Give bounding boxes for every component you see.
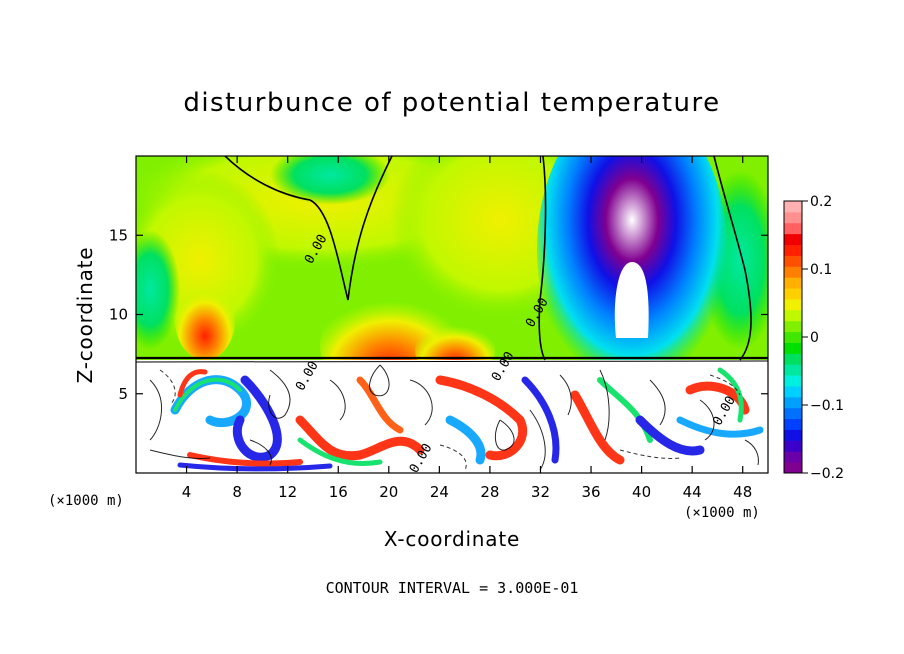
colorbar-swatch [784,331,802,343]
contour-interval-note: CONTOUR INTERVAL = 3.000E-01 [326,579,579,597]
colorbar-tick-label: 0.1 [810,262,832,278]
colorbar-swatch [784,244,802,256]
y-axis-title: Z-coordinate [73,247,97,384]
y-axis-ticks: 5 10 15 [109,226,768,403]
x-tick-label: 32 [531,483,550,501]
colorbar-swatch [784,342,802,354]
y-tick-label: 5 [118,385,128,403]
x-tick-label: 12 [278,483,297,501]
x-tick-label: 40 [632,483,651,501]
colorbar-tick-label: −0.2 [810,466,844,482]
colorbar-swatch [784,353,802,365]
x-tick-label: 28 [480,483,499,501]
x-tick-label: 8 [232,483,242,501]
colorbar-swatch [784,440,802,452]
y-tick-label: 10 [109,306,128,324]
x-axis-ticks: 4 8 12 16 20 24 28 32 36 40 44 48 [182,156,752,501]
colorbar [784,201,802,474]
colorbar-tick-label: −0.1 [810,398,844,414]
colorbar-swatch [784,266,802,278]
colorbar-ticks: 0.2 0.1 0 −0.1 −0.2 [802,194,844,482]
colorbar-swatch [784,418,802,430]
colorbar-swatch [784,320,802,333]
x-tick-label: 48 [733,483,752,501]
colorbar-swatch [784,385,802,398]
x-tick-label: 4 [182,483,192,501]
colorbar-swatch [784,298,802,311]
colorbar-tick-label: 0.2 [810,194,832,210]
x-tick-label: 16 [329,483,348,501]
colorbar-swatch [784,451,802,463]
colorbar-swatch [784,211,802,224]
colorbar-swatch [784,407,802,420]
colorbar-swatch [784,233,802,246]
chart-title: disturbunce of potential temperature [183,88,720,118]
colorbar-swatch [784,222,802,235]
colorbar-swatch [784,288,802,300]
colorbar-swatch [784,375,802,387]
colorbar-swatch [784,462,802,474]
y-axis-unit: (×1000 m) [48,493,124,509]
x-tick-label: 36 [581,483,600,501]
colorbar-swatch [784,396,802,409]
colorbar-tick-label: 0 [810,330,819,346]
colorbar-swatch [784,309,802,322]
colorbar-swatch [784,201,802,213]
x-tick-label: 24 [430,483,449,501]
colorbar-swatch [784,364,802,376]
x-tick-label: 20 [379,483,398,501]
heatmap-field: 0.000.000.00 0.000.000.00 [136,156,768,473]
colorbar-swatch [784,255,802,267]
y-tick-label: 15 [109,226,128,244]
x-axis-title: X-coordinate [384,527,520,551]
colorbar-swatch [784,429,802,441]
x-tick-label: 44 [683,483,702,501]
colorbar-swatch [784,277,802,289]
x-axis-unit: (×1000 m) [684,505,760,521]
